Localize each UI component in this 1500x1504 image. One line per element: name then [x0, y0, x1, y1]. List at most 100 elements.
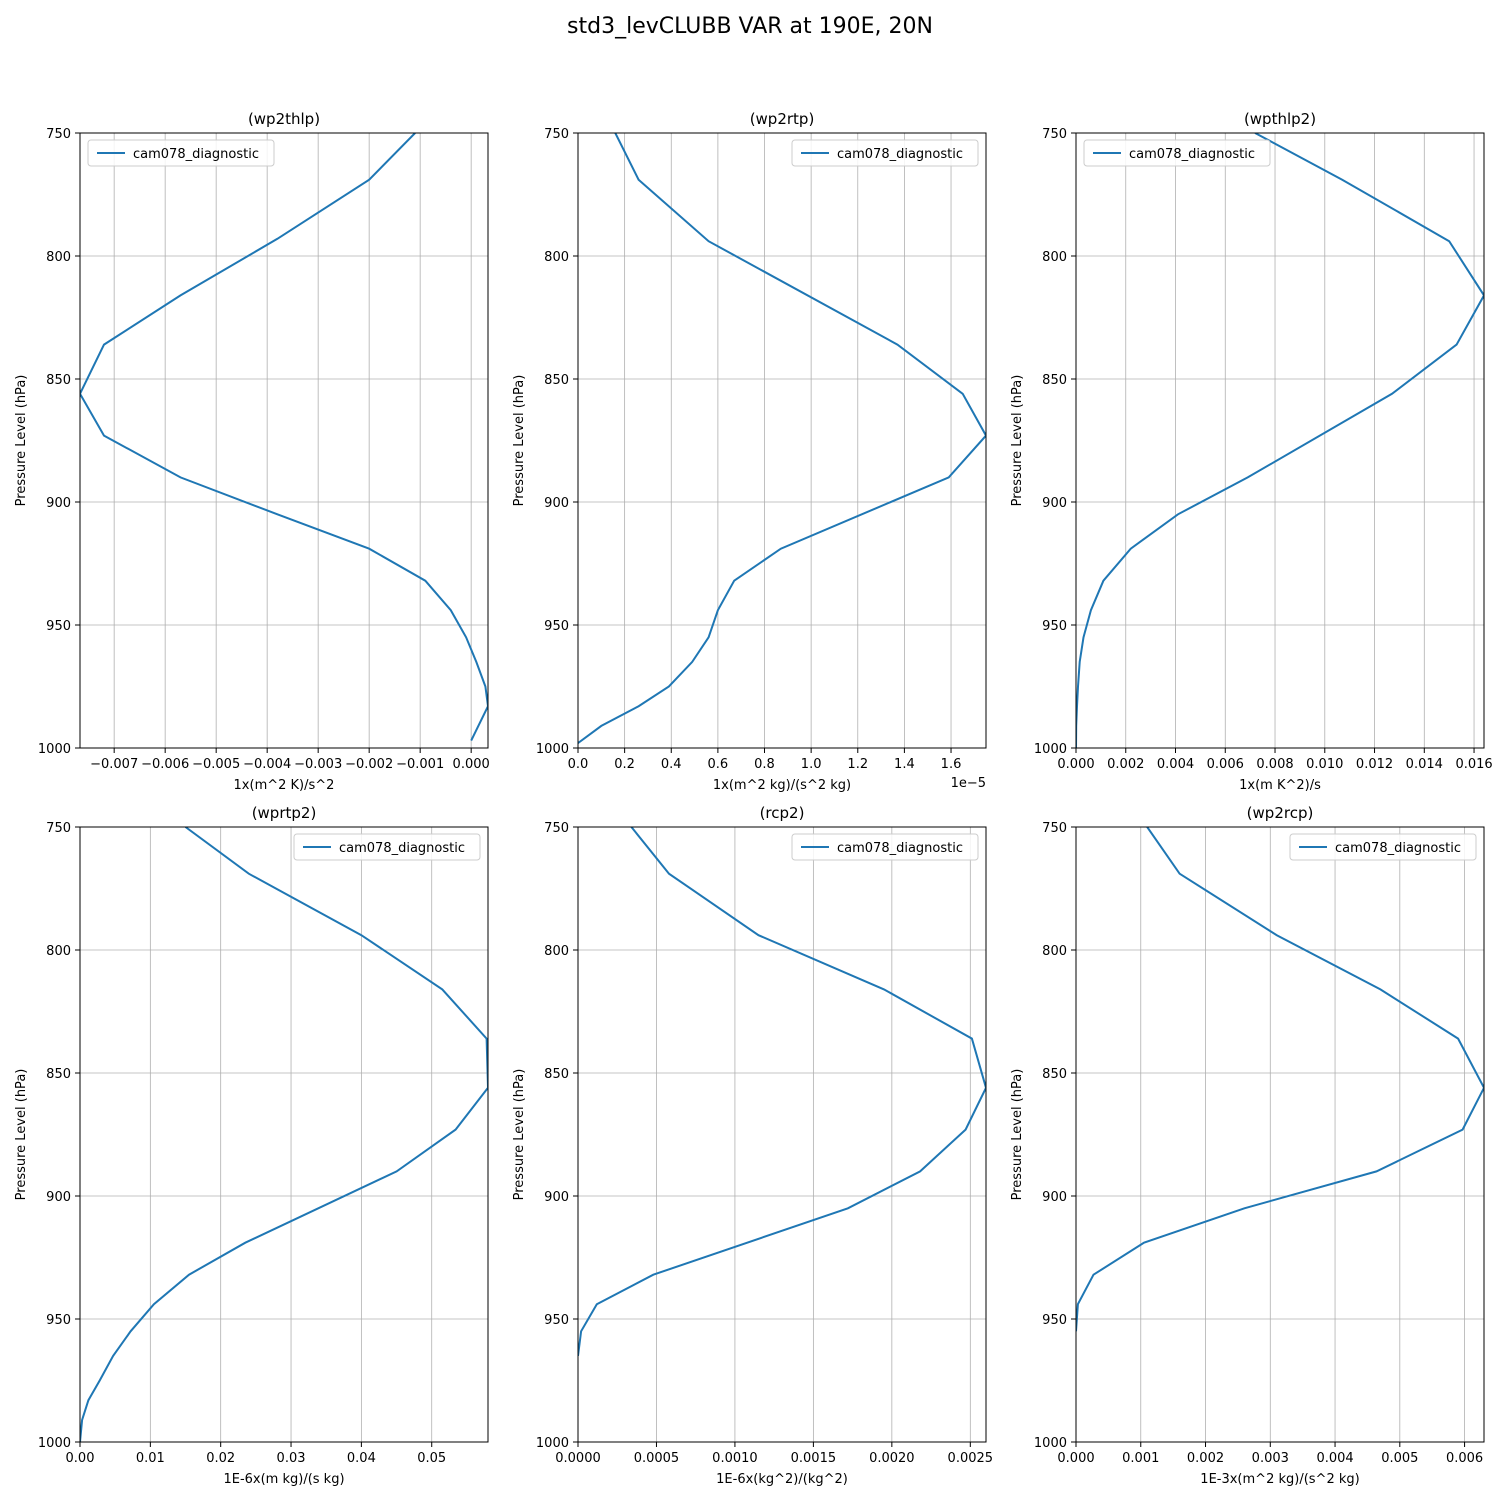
y-tick-label: 850 [46, 1067, 71, 1082]
x-tick-label: 0.014 [1406, 757, 1443, 772]
axes-frame [1075, 826, 1485, 1443]
x-tick-label: 0.002 [1107, 757, 1144, 772]
y-tick-label: 750 [1042, 821, 1067, 836]
y-tick-label: 900 [544, 1190, 569, 1205]
figure-title: std3_levCLUBB VAR at 190E, 20N [567, 14, 933, 39]
y-tick-label: 850 [544, 373, 569, 388]
y-tick-label: 950 [46, 619, 71, 634]
y-tick-label: 800 [544, 250, 569, 265]
y-tick-label: 1000 [38, 1436, 71, 1451]
y-tick-label: 800 [1042, 250, 1067, 265]
x-tick-label: −0.003 [294, 757, 342, 772]
x-tick-label: 0.016 [1455, 757, 1492, 772]
x-tick-label: −0.002 [345, 757, 393, 772]
series-line [80, 133, 488, 742]
x-tick-label: 0.00 [66, 1451, 95, 1466]
x-tick-label: 0.8 [754, 757, 775, 772]
legend-label: cam078_diagnostic [837, 841, 963, 856]
x-tick-label: 0.2 [614, 757, 635, 772]
x-tick-label: 1.2 [847, 757, 868, 772]
subplot-title: (wprtp2) [252, 804, 317, 822]
x-tick-label: 0.001 [1122, 1451, 1159, 1466]
y-axis-label: Pressure Level (hPa) [14, 375, 29, 507]
legend-box [1289, 833, 1477, 861]
x-tick-label: −0.004 [243, 757, 291, 772]
x-tick-label: 0.4 [661, 757, 682, 772]
x-tick-label: −0.006 [141, 757, 189, 772]
subplot-4: 0.00 0.01 0.02 0.03 0.04 0.05 750 800 850 900 950 1… [14, 804, 489, 1487]
y-tick-label: 800 [1042, 944, 1067, 959]
axes-frame [79, 132, 489, 749]
subplot-title: (rcp2) [760, 804, 805, 822]
legend: cam078_diagnostic [1289, 833, 1477, 861]
y-tick-label: 750 [1042, 127, 1067, 142]
legend-box [791, 833, 979, 861]
x-tick-label: 0.04 [347, 1451, 376, 1466]
subplot-title: (wpthlp2) [1244, 110, 1316, 128]
x-tick-label: 0.0025 [948, 1451, 994, 1466]
x-tick-label: 0.000 [1057, 757, 1094, 772]
legend-box [293, 833, 481, 861]
subplot-title: (wp2rcp) [1247, 804, 1314, 822]
y-tick-label: 850 [46, 373, 71, 388]
subplot-6: 0.000 0.001 0.002 0.003 0.004 0.005 0.006 750 80… [1010, 804, 1485, 1487]
legend: cam078_diagnostic [791, 833, 979, 861]
series-line [1076, 827, 1484, 1332]
y-tick-label: 1000 [38, 742, 71, 757]
legend-label: cam078_diagnostic [133, 147, 259, 162]
x-tick-label: −0.001 [396, 757, 444, 772]
legend-box [1083, 139, 1271, 167]
y-axis-label: Pressure Level (hPa) [1010, 1069, 1025, 1201]
series-line [578, 827, 986, 1357]
y-axis-label: Pressure Level (hPa) [14, 1069, 29, 1201]
axes-frame [577, 826, 987, 1443]
x-tick-label: 0.0 [568, 757, 589, 772]
x-tick-label: 0.03 [277, 1451, 306, 1466]
x-tick-label: 0.003 [1252, 1451, 1289, 1466]
x-tick-label: 1.0 [801, 757, 822, 772]
y-tick-label: 750 [544, 821, 569, 836]
y-tick-label: 800 [46, 250, 71, 265]
subplot-3: 0.000 0.002 0.004 0.006 0.008 0.010 0.012 0.014… [1010, 110, 1493, 793]
x-tick-label: 0.0005 [634, 1451, 680, 1466]
x-tick-label: 0.006 [1207, 757, 1244, 772]
y-tick-label: 900 [46, 1190, 71, 1205]
legend-label: cam078_diagnostic [1129, 147, 1255, 162]
x-tick-label: 0.010 [1306, 757, 1343, 772]
legend: cam078_diagnostic [1083, 139, 1271, 167]
y-tick-label: 750 [46, 821, 71, 836]
x-tick-label: 0.006 [1446, 1451, 1483, 1466]
legend: cam078_diagnostic [87, 139, 275, 167]
y-tick-label: 850 [1042, 1067, 1067, 1082]
x-tick-label: 0.0010 [712, 1451, 758, 1466]
legend-label: cam078_diagnostic [1335, 841, 1461, 856]
legend: cam078_diagnostic [293, 833, 481, 861]
x-axis-label: 1x(m K^2)/s [1239, 778, 1321, 793]
series-line [578, 133, 986, 744]
series-line [80, 827, 488, 1442]
x-axis-label: 1E-6x(kg^2)/(kg^2) [716, 1472, 848, 1487]
subplot-title: (wp2rtp) [750, 110, 815, 128]
x-tick-label: 0.005 [1381, 1451, 1418, 1466]
y-tick-label: 1000 [536, 1436, 569, 1451]
x-tick-label: 1.6 [941, 757, 962, 772]
y-tick-label: 1000 [536, 742, 569, 757]
x-tick-label: 0.0020 [869, 1451, 915, 1466]
x-axis-label: 1E-3x(m^2 kg)/(s^2 kg) [1200, 1472, 1359, 1487]
x-tick-label: 1.4 [894, 757, 915, 772]
x-axis-label: 1x(m^2 kg)/(s^2 kg) [713, 778, 851, 793]
y-tick-label: 900 [544, 496, 569, 511]
legend: cam078_diagnostic [791, 139, 979, 167]
y-tick-label: 750 [544, 127, 569, 142]
y-tick-label: 900 [46, 496, 71, 511]
y-tick-label: 1000 [1034, 1436, 1067, 1451]
y-tick-label: 900 [1042, 1190, 1067, 1205]
y-axis-label: Pressure Level (hPa) [512, 375, 527, 507]
x-tick-label: 0.02 [206, 1451, 235, 1466]
y-tick-label: 950 [544, 1313, 569, 1328]
x-tick-label: 0.000 [1057, 1451, 1094, 1466]
y-tick-label: 750 [46, 127, 71, 142]
y-tick-label: 900 [1042, 496, 1067, 511]
